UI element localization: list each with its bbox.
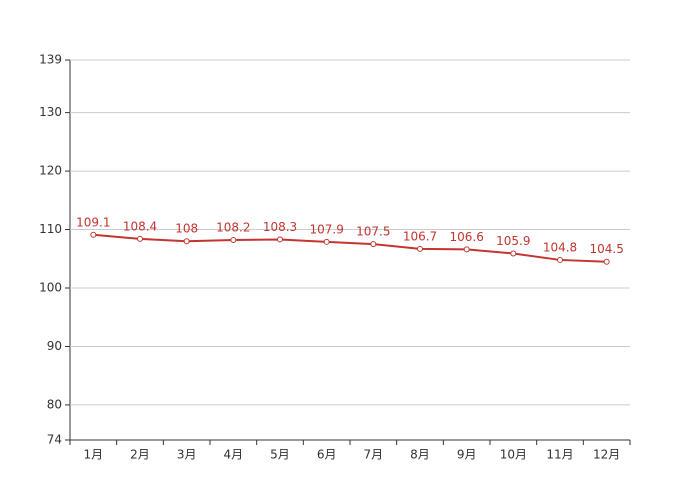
y-tick-label: 120 bbox=[39, 164, 62, 178]
line bbox=[93, 233, 607, 263]
x-tick-label: 11月 bbox=[546, 448, 573, 462]
point bbox=[370, 241, 377, 248]
data-label: 107.9 bbox=[309, 222, 343, 236]
point bbox=[603, 258, 610, 265]
data-label: 106.7 bbox=[403, 229, 437, 243]
y-tick-label: 130 bbox=[39, 105, 62, 119]
x-tick-label: 8月 bbox=[410, 448, 430, 462]
point bbox=[183, 238, 190, 245]
point bbox=[510, 250, 517, 257]
point bbox=[417, 245, 423, 252]
data-label: 109.1 bbox=[76, 215, 110, 229]
point bbox=[463, 246, 470, 253]
point bbox=[557, 256, 563, 263]
y-tick-label: 100 bbox=[39, 281, 62, 295]
point bbox=[137, 235, 143, 242]
x-tick-label: 10月 bbox=[500, 448, 527, 462]
x-tick-label: 1月 bbox=[84, 448, 104, 462]
x-tick-label: 2月 bbox=[130, 448, 150, 462]
y-tick-label: 110 bbox=[39, 222, 62, 236]
data-label: 106.6 bbox=[449, 230, 483, 244]
data-label: 108 bbox=[175, 222, 198, 236]
x-tick-label: 3月 bbox=[177, 448, 197, 462]
data-label: 105.9 bbox=[496, 234, 530, 248]
data-label: 108.3 bbox=[263, 220, 297, 234]
x-tick-label: 4月 bbox=[224, 448, 244, 462]
x-tick-label: 6月 bbox=[317, 448, 337, 462]
point bbox=[230, 237, 237, 244]
data-label: 104.5 bbox=[589, 242, 623, 256]
x-tick-label: 12月 bbox=[593, 448, 620, 462]
point bbox=[277, 236, 283, 243]
y-tick-label: 139 bbox=[39, 53, 62, 67]
y-tick-label: 90 bbox=[47, 339, 62, 353]
x-tick-label: 7月 bbox=[364, 448, 384, 462]
data-label: 104.8 bbox=[543, 240, 577, 254]
data-label: 108.2 bbox=[216, 221, 250, 235]
point bbox=[90, 231, 97, 238]
point bbox=[323, 238, 330, 245]
data-label: 108.4 bbox=[123, 219, 157, 233]
x-tick-label: 5月 bbox=[270, 448, 290, 462]
data-label: 107.5 bbox=[356, 225, 390, 239]
y-tick-label: 74 bbox=[47, 433, 62, 447]
x-tick-label: 9月 bbox=[457, 448, 477, 462]
y-tick-label: 80 bbox=[47, 397, 62, 411]
